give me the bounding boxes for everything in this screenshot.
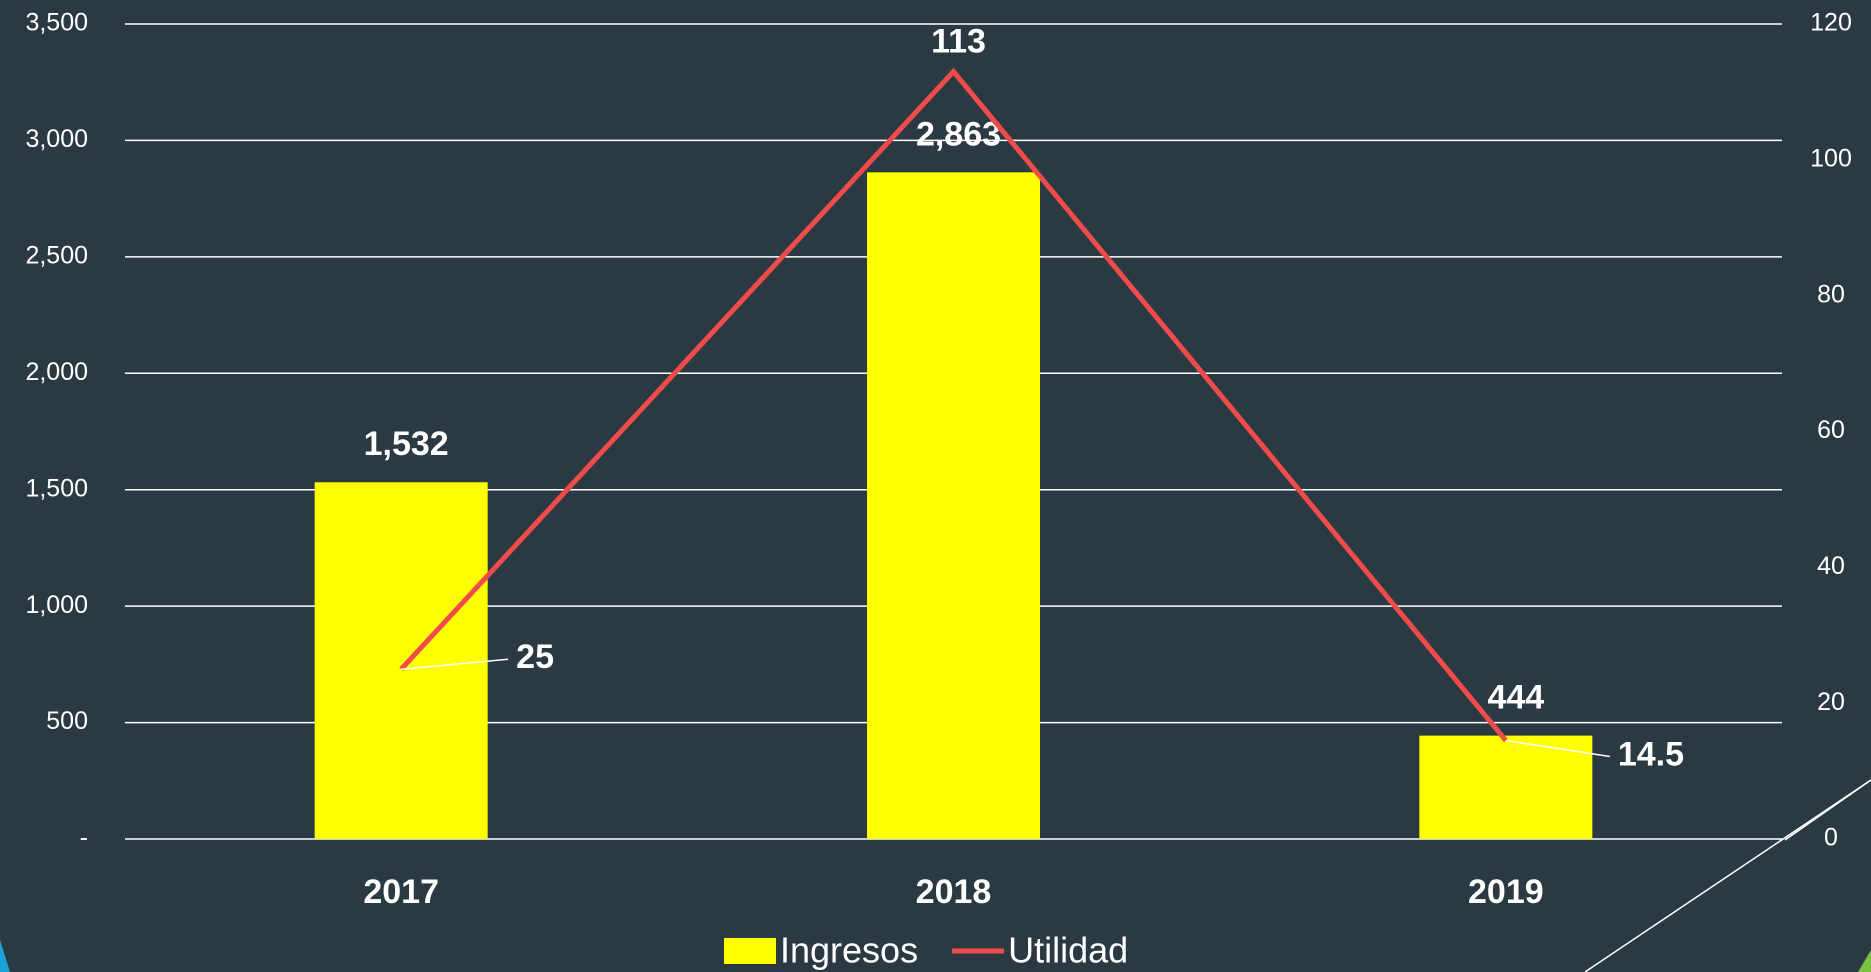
y2-tick-label: 120 [1810, 9, 1852, 37]
y-tick-label: 1,500 [25, 474, 88, 502]
bar [314, 482, 488, 839]
y-tick-label: 2,500 [25, 241, 88, 269]
bar [1419, 735, 1593, 839]
y2-tick-label: 60 [1817, 416, 1845, 444]
y2-tick-label: 0 [1824, 824, 1838, 852]
decoration [1858, 950, 1871, 972]
y2-tick-label: 80 [1817, 280, 1845, 308]
y2-tick-label: 20 [1817, 688, 1845, 716]
x-tick-label: 2019 [1468, 873, 1544, 911]
legend-swatch [724, 938, 776, 964]
y-tick-label: 1,000 [25, 591, 88, 619]
leader-line [1505, 739, 1610, 758]
x-tick-label: 2018 [916, 873, 992, 911]
legend-label: Utilidad [1008, 930, 1128, 971]
y-tick-label: 2,000 [25, 358, 88, 386]
y-tick-label: 3,500 [25, 9, 88, 37]
y-tick-label: - [80, 824, 88, 852]
y2-tick-label: 100 [1810, 144, 1852, 172]
data-label: 1,532 [364, 425, 449, 463]
decoration [0, 940, 10, 972]
y-tick-label: 500 [46, 707, 88, 735]
data-label: 25 [516, 638, 554, 676]
y-tick-label: 3,000 [25, 125, 88, 153]
bar [867, 172, 1040, 839]
data-label: 113 [931, 23, 986, 61]
line [399, 67, 1508, 743]
legend-label: Ingresos [780, 930, 918, 971]
data-label: 444 [1487, 679, 1544, 717]
decoration [1584, 779, 1871, 972]
y2-tick-label: 40 [1817, 552, 1845, 580]
leader-line [401, 658, 509, 670]
decoration [1784, 779, 1871, 841]
x-tick-label: 2017 [363, 873, 439, 911]
data-label: 14.5 [1618, 736, 1684, 774]
data-label: 2,863 [916, 115, 1001, 153]
